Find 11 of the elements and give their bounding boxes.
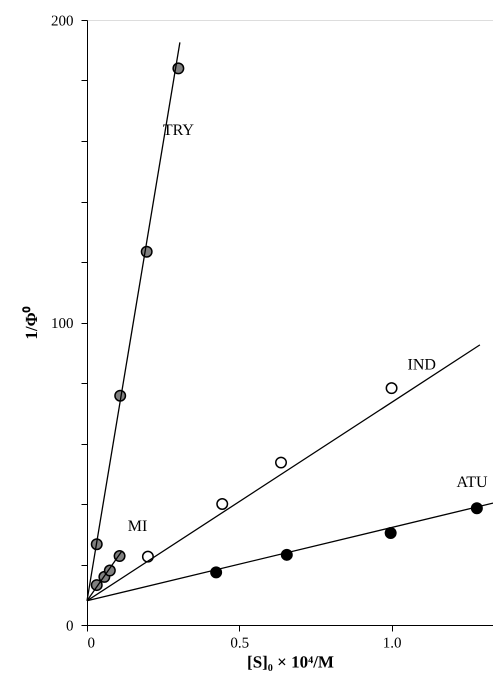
y-tick-label: 200 [51, 14, 74, 30]
annotation: ATU [456, 474, 488, 492]
y-tick-label: 0 [66, 618, 74, 634]
y-axis-title: 1/Φ⁰ [22, 306, 41, 340]
x-tick-label: 0.5 [230, 636, 250, 652]
annotation: MI [128, 518, 148, 536]
annotation: IND [408, 356, 436, 374]
x-tick-label: 0 [88, 636, 95, 652]
y-tick-label: 100 [51, 316, 74, 332]
x-axis-title: [S]₀ × 10⁴/M [247, 652, 334, 672]
x-tick-label: 1.0 [382, 636, 402, 652]
